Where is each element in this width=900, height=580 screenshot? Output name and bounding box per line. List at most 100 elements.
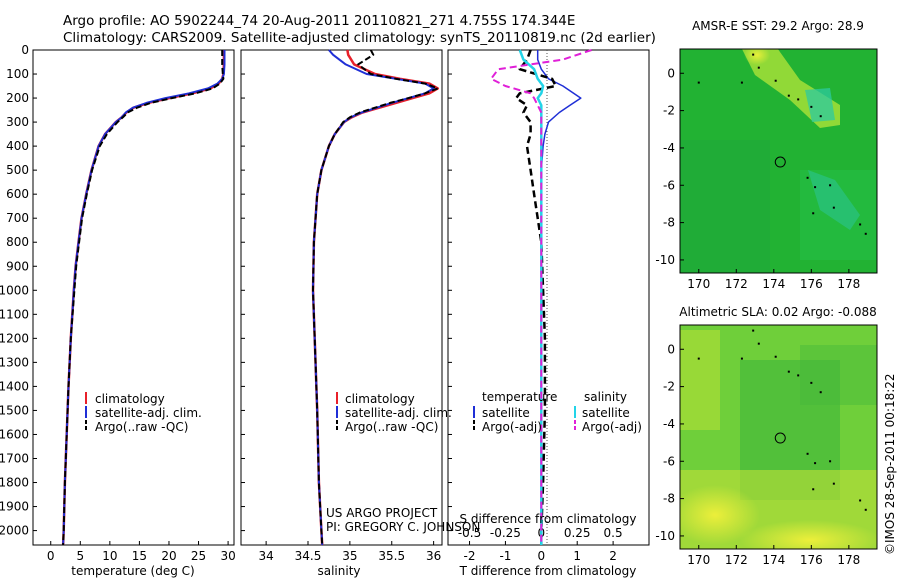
island-dot: [819, 115, 822, 118]
map-x-tick-label: 170: [687, 553, 710, 567]
depth-tick-label: 1000: [0, 283, 29, 297]
depth-tick-label: 1200: [0, 331, 29, 345]
depth-tick-label: 1600: [0, 427, 29, 441]
temperature-legend: climatology satellite-adj. clim. Argo(..…: [85, 392, 202, 434]
island-dot: [752, 53, 755, 56]
sst-island-dots: [697, 53, 867, 235]
legend-label-argo: Argo(..raw -QC): [95, 420, 188, 434]
legend-label-argo: Argo(..raw -QC): [345, 420, 438, 434]
x-tick-label: 35.5: [378, 549, 405, 563]
legend-label-satellite: satellite-adj. clim.: [95, 406, 202, 420]
sla-map-tick-labels: 170 172 174 176 178 0 -2 -4 -6 -8 -10: [655, 342, 860, 567]
depth-tick-label: 1500: [0, 403, 29, 417]
sla-map-panel: Altimetric SLA: 0.02 Argo: -0.088 170 172…: [655, 305, 878, 567]
island-dot: [814, 186, 817, 189]
island-dot: [832, 206, 835, 209]
map-x-tick-label: 174: [762, 553, 785, 567]
difference-xlabel-top: S difference from climatology: [460, 512, 637, 526]
x-tick-label: 30: [220, 549, 235, 563]
salinity-xlabel: salinity: [317, 564, 360, 578]
depth-tick-label: 1800: [0, 476, 29, 490]
sst-map-title: AMSR-E SST: 29.2 Argo: 28.9: [692, 19, 864, 33]
sst-cool-patch: [805, 88, 835, 122]
legend-label-t-argo: Argo(-adj): [482, 420, 542, 434]
island-dot: [797, 98, 800, 101]
salinity-lines: [311, 49, 440, 546]
island-dot: [757, 66, 760, 69]
map-y-tick-label: -4: [663, 141, 675, 155]
map-y-tick-label: -10: [655, 253, 675, 267]
island-dot: [757, 342, 760, 345]
temperature-xlabel: temperature (deg C): [71, 564, 194, 578]
island-dot: [814, 462, 817, 465]
temperature-panel: 0100200300400500600700800900100011001200…: [0, 43, 452, 578]
map-y-tick-label: -2: [663, 380, 675, 394]
island-dot: [864, 508, 867, 511]
island-dot: [829, 184, 832, 187]
sst-warm-core: [744, 49, 770, 65]
x-tick-label: 0: [47, 549, 55, 563]
island-dot: [740, 357, 743, 360]
argo-position-marker: [774, 432, 786, 444]
argo-position-marker: [774, 156, 786, 168]
map-x-tick-label: 170: [687, 277, 710, 291]
island-dot: [859, 223, 862, 226]
island-dot: [810, 105, 813, 108]
s-tick-label: 0.25: [564, 526, 591, 540]
island-dot: [774, 355, 777, 358]
depth-tick-label: 700: [6, 211, 29, 225]
series-line: [490, 49, 592, 545]
credits-pi: PI: GREGORY C. JOHNSON: [326, 520, 480, 534]
x-tick-label: 34.5: [295, 549, 322, 563]
x-tick-label: 25: [191, 549, 206, 563]
depth-tick-label: 1300: [0, 355, 29, 369]
sst-map-frame: [679, 48, 878, 274]
legend-label-s-argo: Argo(-adj): [582, 420, 642, 434]
depth-tick-label: 500: [6, 163, 29, 177]
sst-map-shade-1: [680, 140, 770, 273]
x-tick-label: -2: [464, 549, 476, 563]
map-y-tick-label: -2: [663, 104, 675, 118]
legend-label-satellite: satellite-adj. clim.: [345, 406, 452, 420]
x-tick-label: 35: [342, 549, 357, 563]
temperature-axes-frame: [32, 49, 235, 546]
sla-map-frame: [679, 324, 878, 550]
island-dot: [787, 94, 790, 97]
sla-map-shade-2: [800, 345, 877, 405]
legend-title-temperature: temperature: [482, 390, 557, 404]
series-line: [62, 50, 225, 546]
island-dot: [697, 81, 700, 84]
depth-tick-label: 800: [6, 235, 29, 249]
island-dot: [787, 370, 790, 373]
series-line: [61, 50, 226, 546]
sla-island-dots: [697, 329, 867, 511]
island-dot: [806, 176, 809, 179]
header-line1: Argo profile: AO 5902244_74 20-Aug-2011 …: [63, 13, 575, 29]
island-dot: [819, 391, 822, 394]
island-dot: [740, 81, 743, 84]
difference-axes-frame: [447, 49, 650, 546]
map-y-tick-label: -10: [655, 529, 675, 543]
map-y-tick-label: -8: [663, 216, 675, 230]
legend-label-s-satellite: satellite: [582, 406, 630, 420]
island-dot: [864, 232, 867, 235]
x-tick-label: 10: [102, 549, 117, 563]
legend-label-t-satellite: satellite: [482, 406, 530, 420]
salinity-panel: 34 34.5 35 35.5 36 salinity climatology sate…: [240, 49, 480, 578]
temperature-tick-labels: 0 5 10 15 20 25 30: [47, 541, 236, 563]
sst-map-panel: AMSR-E SST: 29.2 Argo: 28.9 170 172 174 176…: [655, 19, 878, 291]
depth-tick-label: 400: [6, 139, 29, 153]
depth-tick-label: 900: [6, 259, 29, 273]
difference-lines: [490, 49, 592, 545]
depth-tick-label: 2000: [0, 524, 29, 538]
series-line: [312, 49, 435, 546]
sla-warm-core-2: [740, 520, 877, 549]
legend-label-climatology: climatology: [95, 392, 165, 406]
map-x-tick-label: 176: [800, 553, 823, 567]
legend-label-climatology: climatology: [345, 392, 415, 406]
sst-map-image: [680, 49, 877, 273]
map-x-tick-label: 172: [725, 277, 748, 291]
series-line: [518, 49, 545, 545]
salinity-legend: climatology satellite-adj. clim. Argo(..…: [336, 392, 452, 434]
